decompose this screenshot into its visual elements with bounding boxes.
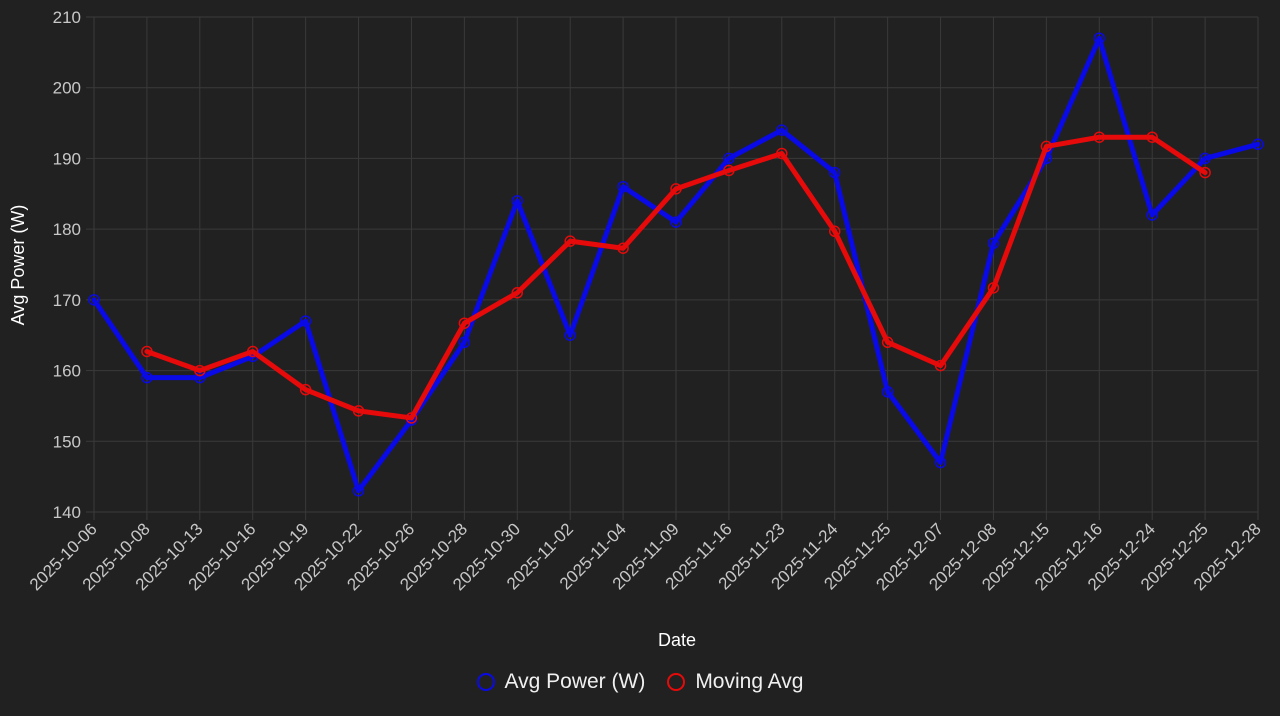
data-point xyxy=(352,405,365,417)
data-point xyxy=(299,383,312,396)
data-point xyxy=(934,359,947,372)
data-point xyxy=(458,336,471,349)
data-point xyxy=(511,195,524,207)
data-point xyxy=(299,315,312,327)
data-point xyxy=(511,287,524,299)
y-axis-title: Avg Power (W) xyxy=(8,205,28,326)
data-point xyxy=(564,329,576,341)
data-point xyxy=(194,364,206,377)
y-tick-label: 210 xyxy=(53,8,81,27)
data-point xyxy=(141,345,153,358)
y-tick-label: 190 xyxy=(53,149,81,168)
data-point xyxy=(776,147,788,160)
data-point xyxy=(723,164,735,177)
data-point xyxy=(352,485,365,497)
data-point xyxy=(405,412,418,424)
data-point xyxy=(670,183,682,195)
data-point xyxy=(1146,209,1158,221)
legend-swatch xyxy=(667,673,686,691)
legend-swatch xyxy=(476,673,495,691)
data-point xyxy=(723,152,735,165)
data-point xyxy=(617,180,629,193)
y-tick-label: 140 xyxy=(53,503,81,522)
data-point xyxy=(934,456,947,469)
data-point xyxy=(564,235,576,247)
data-point xyxy=(1040,140,1053,153)
y-tick-label: 150 xyxy=(53,432,81,451)
y-tick-label: 200 xyxy=(53,79,81,98)
data-point xyxy=(776,124,788,136)
data-point xyxy=(987,282,1000,294)
y-tick-label: 170 xyxy=(53,291,81,310)
data-point xyxy=(987,237,1000,250)
legend-item[interactable]: Moving Avg xyxy=(667,670,804,694)
line-chart: 1401501601701801902002102025-10-062025-1… xyxy=(8,8,1265,650)
data-point xyxy=(1252,138,1264,151)
data-point xyxy=(670,216,682,228)
x-axis-title: Date xyxy=(658,630,696,650)
data-point xyxy=(458,317,471,329)
data-point xyxy=(881,386,894,398)
data-point xyxy=(881,336,894,349)
data-point xyxy=(828,225,841,238)
y-tick-label: 180 xyxy=(53,220,81,239)
data-point xyxy=(141,371,153,384)
axes: 1401501601701801902002102025-10-062025-1… xyxy=(26,8,1265,594)
series-moving-avg xyxy=(141,131,1211,424)
data-point xyxy=(617,242,629,254)
data-point xyxy=(1093,131,1106,143)
data-point xyxy=(1199,166,1211,179)
data-point xyxy=(88,294,100,306)
series-line xyxy=(144,134,1208,421)
series xyxy=(88,32,1264,497)
data-point xyxy=(246,345,259,358)
data-point xyxy=(1199,152,1211,165)
series-line xyxy=(91,35,1261,494)
legend-item[interactable]: Avg Power (W) xyxy=(476,670,646,694)
grid xyxy=(86,16,1259,520)
y-tick-label: 160 xyxy=(53,362,81,381)
data-point xyxy=(1093,32,1106,44)
legend-label: Avg Power (W) xyxy=(504,670,646,693)
legend: Avg Power (W) Moving Avg xyxy=(0,670,1280,694)
data-point xyxy=(828,166,841,179)
data-point xyxy=(1146,131,1158,143)
legend-label: Moving Avg xyxy=(695,670,804,693)
